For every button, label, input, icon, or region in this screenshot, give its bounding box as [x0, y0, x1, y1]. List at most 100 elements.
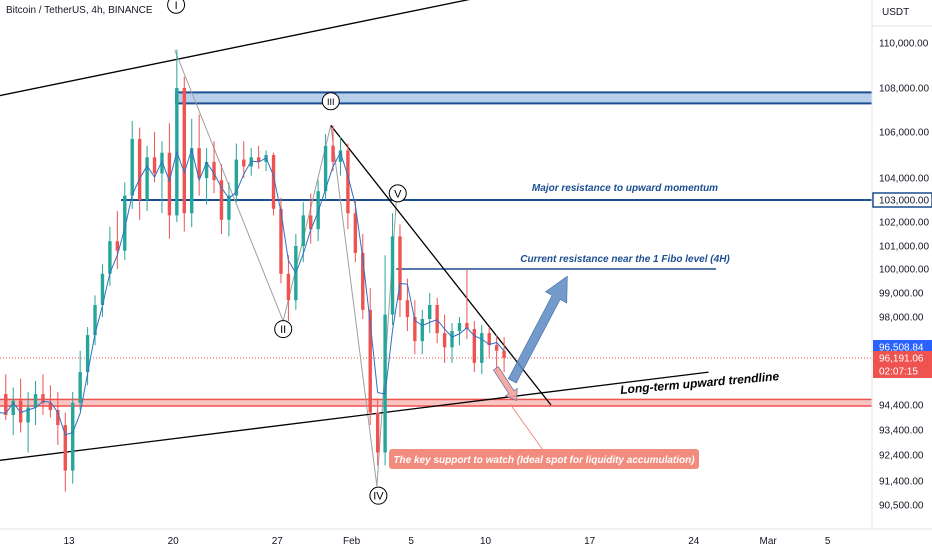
candle-body [271, 155, 276, 209]
y-tick-label: 93,400.00 [879, 426, 924, 437]
y-tick-label: 102,000.00 [879, 218, 929, 229]
candle-body [346, 150, 350, 214]
currency-label: USDT [882, 7, 910, 18]
candle-body [190, 148, 194, 214]
x-tick-label: 5 [408, 536, 414, 547]
major-resistance-label: Major resistance to upward momentum [532, 183, 718, 194]
y-tick-label: 90,500.00 [879, 501, 924, 512]
candle-body [428, 305, 432, 320]
candle-body [33, 394, 38, 408]
candle-body [115, 241, 120, 251]
candle-body [405, 300, 410, 317]
candle-body [108, 241, 112, 274]
candle-body [301, 215, 305, 246]
support-zone [0, 398, 872, 407]
x-tick-label: 10 [480, 536, 492, 547]
wave-label: III [327, 97, 335, 107]
wave-label: IV [373, 491, 384, 503]
candle-body [465, 323, 469, 330]
wave-label-circle [388, 184, 407, 203]
callout-box [389, 449, 699, 469]
y-tick-label: 110,000.00 [879, 39, 929, 50]
x-tick-label: 17 [584, 536, 596, 547]
candle-body [85, 335, 90, 373]
y-tick-label: 99,000.00 [879, 289, 924, 300]
price-badge-label: 96,191.06 [879, 354, 924, 365]
x-tick-label: 24 [688, 536, 700, 547]
candle-body [242, 159, 246, 167]
candle-body [390, 236, 395, 315]
descending-trendline [330, 124, 552, 406]
upper-channel-line [0, 0, 470, 97]
candle-body [480, 333, 484, 363]
candle-body [472, 329, 477, 363]
price-badge [873, 351, 932, 365]
candle-body [212, 161, 216, 181]
y-tick-label: 91,400.00 [879, 477, 924, 488]
y-tick-label: 104,000.00 [879, 174, 929, 185]
candle-body [167, 152, 172, 216]
x-tick-label: 27 [272, 536, 284, 547]
candle-body [361, 252, 365, 310]
price-badge-label: 96,508.84 [879, 343, 924, 354]
candle-body [71, 402, 75, 471]
candle-body [160, 152, 164, 174]
candle-body [323, 145, 328, 192]
x-tick-label: Feb [343, 536, 361, 547]
downward-projection-arrow [492, 366, 518, 402]
candle-body [353, 213, 358, 253]
candle-body [18, 400, 23, 423]
candle-body [78, 372, 82, 403]
x-tick-label: 13 [63, 536, 75, 547]
wave-label-circle [369, 486, 388, 505]
x-tick-label: Mar [760, 536, 778, 547]
wave-label-circle [274, 320, 293, 339]
candle-body [309, 215, 313, 230]
long-term-trendline [0, 371, 709, 461]
wave-label: II [280, 324, 286, 336]
moving-average [0, 147, 505, 436]
price-badge [872, 192, 932, 208]
y-tick-label: 100,000.00 [879, 265, 929, 276]
price-badge [873, 364, 932, 378]
y-tick-label: 108,000.00 [879, 84, 929, 95]
candle-body [48, 402, 53, 410]
y-tick-label: 106,000.00 [879, 128, 929, 139]
candle-body [331, 145, 335, 162]
y-tick-label: 101,000.00 [879, 242, 929, 253]
candle-body [286, 273, 291, 301]
price-badge-label: 103,000.00 [879, 196, 929, 207]
callout-label: The key support to watch (Ideal spot for… [393, 455, 695, 466]
candle-body [100, 273, 105, 305]
candle-body [279, 208, 283, 274]
candle-body [256, 157, 261, 162]
candle-body [487, 333, 491, 346]
resistance-zone [175, 91, 872, 105]
x-tick-label: 20 [168, 536, 180, 547]
y-tick-label: 94,400.00 [879, 401, 924, 412]
candle-body [413, 317, 417, 342]
drawn-lines [0, 0, 872, 487]
candle-body [383, 314, 387, 453]
candle-body [368, 309, 372, 413]
candle-body [123, 195, 127, 251]
candle-body [63, 425, 67, 471]
candle-body [219, 180, 224, 220]
wave-label-circle [321, 92, 340, 111]
candle-body [197, 148, 201, 178]
candle-body [375, 412, 380, 453]
candle-body [182, 88, 186, 214]
candle-body [502, 350, 506, 359]
symbol-title: Bitcoin / TetherUS, 4h, BINANCE [6, 5, 153, 16]
candle-body [145, 157, 149, 200]
candle-body [234, 159, 239, 196]
candle-body [494, 345, 499, 351]
wave-label: V [394, 188, 402, 200]
candle-body [137, 138, 142, 200]
candle-body [26, 407, 30, 423]
price-badge-label: 02:07:15 [879, 367, 918, 378]
upward-projection-arrow [507, 275, 568, 384]
candle-body [56, 410, 60, 425]
